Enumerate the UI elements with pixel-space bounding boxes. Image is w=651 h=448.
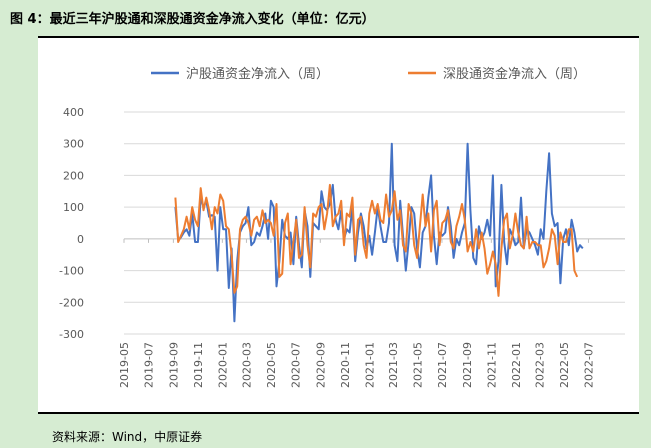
- x-tick-label: 2019-11: [192, 342, 205, 388]
- legend-item-shanghai-connect-label: 沪股通资金净流入（周）: [186, 66, 329, 82]
- x-tick-label: 2020-05: [265, 342, 278, 388]
- y-tick-label: 200: [63, 169, 84, 182]
- x-tick-label: 2019-05: [118, 342, 131, 388]
- chart-panel: -300 -200 -100 0 100 200 300 400 2019-05 2019-07 2…: [38, 38, 639, 412]
- y-tick-label: 100: [63, 201, 84, 214]
- x-tick-label: 2020-01: [216, 342, 229, 388]
- y-tick-label: -200: [59, 296, 84, 309]
- figure-title: 图 4：最近三年沪股通和深股通资金净流入变化（单位：亿元）: [10, 12, 375, 27]
- x-tick-label: 2021-01: [363, 342, 376, 388]
- x-tick-label: 2022-03: [533, 342, 546, 388]
- x-tick-label: 2021-03: [387, 342, 400, 388]
- y-tick-label: 400: [63, 106, 84, 119]
- x-tick-label: 2022-07: [582, 342, 595, 388]
- x-tick-label: 2020-11: [339, 342, 352, 388]
- y-tick-label: 300: [63, 138, 84, 151]
- line-chart: -300 -200 -100 0 100 200 300 400 2019-05 2019-07 2…: [59, 66, 625, 388]
- x-tick-label: 2021-07: [436, 342, 449, 388]
- x-tick-label: 2019-07: [142, 342, 155, 388]
- x-tick-label: 2022-05: [558, 342, 571, 388]
- x-tick-label: 2021-11: [485, 342, 498, 388]
- x-tick-label: 2020-03: [240, 342, 253, 388]
- series-line-shanghai-connect: [174, 142, 584, 323]
- source-note: 资料来源：Wind，中原证券: [52, 430, 203, 444]
- y-tick-label: -100: [59, 265, 84, 278]
- x-tick-label: 2021-05: [411, 342, 424, 388]
- bottom-rule: [38, 412, 639, 414]
- y-tick-label: -300: [59, 328, 84, 341]
- series-line-shenzhen-connect: [174, 183, 579, 297]
- top-rule: [38, 36, 639, 38]
- legend-item-shenzhen-connect-label: 深股通资金净流入（周）: [443, 66, 586, 82]
- x-tick-label: 2022-01: [510, 342, 523, 388]
- x-tick-label: 2020-07: [289, 342, 302, 388]
- y-tick-label: 0: [77, 233, 84, 246]
- x-tick-label: 2019-09: [167, 342, 180, 388]
- x-tick-label: 2020-09: [314, 342, 327, 388]
- x-tick-label: 2021-09: [461, 342, 474, 388]
